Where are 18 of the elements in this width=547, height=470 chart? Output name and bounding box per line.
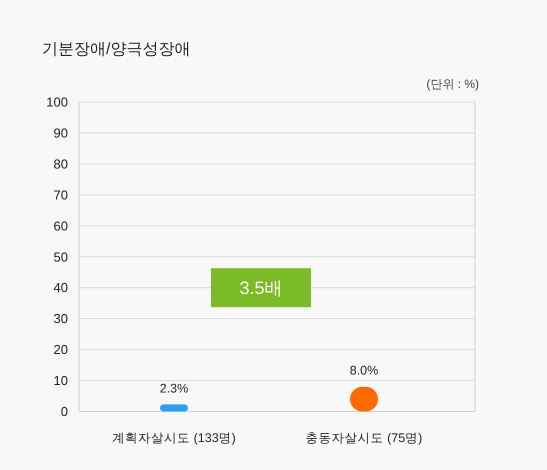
x-tick-label: 계획자살시도 (133명) xyxy=(112,431,236,445)
y-tick-label: 90 xyxy=(54,125,68,140)
annotation: 3.5배 xyxy=(239,278,283,298)
value-label: 2.3% xyxy=(160,381,188,396)
y-tick-label: 80 xyxy=(54,156,68,172)
y-tick-label: 0 xyxy=(60,404,68,419)
title: 기분장애/양극성장애 xyxy=(42,41,190,58)
y-tick-label: 100 xyxy=(46,94,68,110)
y-tick-label: 30 xyxy=(54,311,68,326)
x-tick-label: 충동자살시도 (75명) xyxy=(306,431,422,445)
y-axis-title: (단위 : %) xyxy=(426,77,479,91)
value-label: 8.0% xyxy=(350,364,378,378)
y-tick-label: 60 xyxy=(54,218,68,234)
y-tick-label: 50 xyxy=(54,249,68,264)
y-tick-label: 40 xyxy=(54,280,68,296)
y-tick-label: 70 xyxy=(54,187,68,202)
y-tick-label: 10 xyxy=(54,373,68,388)
y-tick-label: 20 xyxy=(54,342,68,358)
